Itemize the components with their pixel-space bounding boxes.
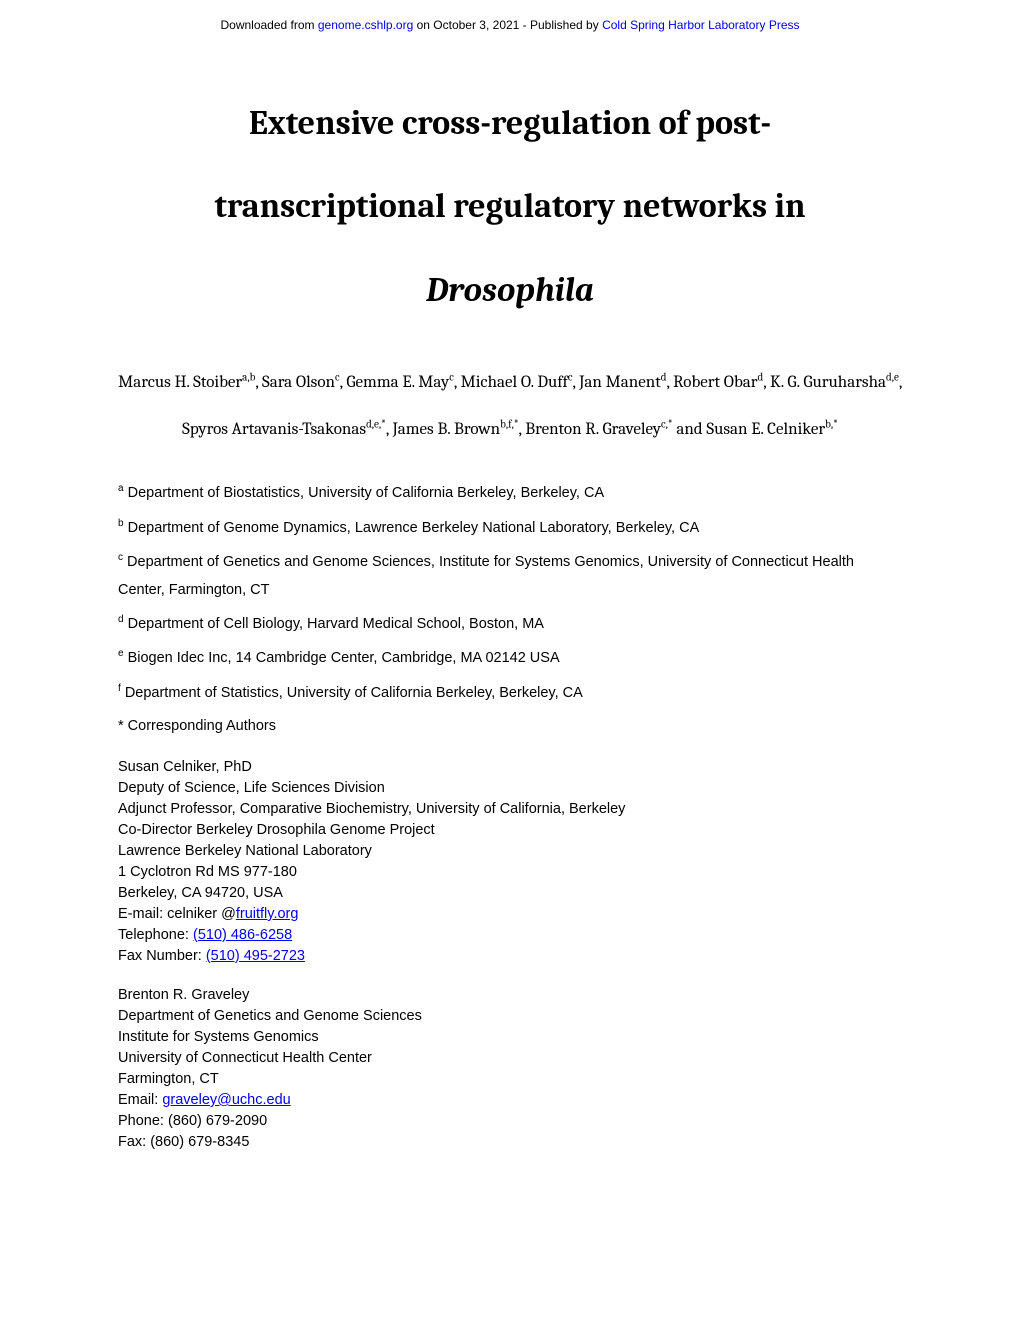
- author-3-sup: c: [449, 370, 454, 383]
- author-6: Robert Obar: [673, 373, 757, 392]
- author-10: Brenton R. Graveley: [525, 420, 661, 439]
- contact-block-2: Brenton R. Graveley Department of Geneti…: [118, 985, 902, 1153]
- author-2: Sara Olson: [262, 373, 335, 392]
- author-4: Michael O. Duff: [461, 373, 568, 392]
- author-8: Spyros Artavanis-Tsakonas: [182, 420, 366, 439]
- author-10-sup: c,*: [661, 417, 673, 430]
- author-11: Susan E. Celniker: [706, 420, 825, 439]
- author-9: James B. Brown: [393, 420, 501, 439]
- author-1: Marcus H. Stoiber: [118, 373, 242, 392]
- author-2-sup: c: [335, 370, 340, 383]
- contact-block-1: Susan Celniker, PhD Deputy of Science, L…: [118, 757, 902, 967]
- genome-link[interactable]: genome.cshlp.org: [318, 18, 413, 32]
- contact2-l2: Institute for Systems Genomics: [118, 1027, 902, 1048]
- title-line-1: Extensive cross-regulation of post-: [118, 82, 902, 165]
- contact1-fax-prefix: Fax Number:: [118, 948, 206, 964]
- contact1-tel-prefix: Telephone:: [118, 927, 193, 943]
- author-4-sup: c: [568, 370, 573, 383]
- author-6-sup: d: [758, 370, 764, 383]
- contact1-l4: Lawrence Berkeley National Laboratory: [118, 841, 902, 862]
- author-and: and: [673, 420, 707, 439]
- contact2-l4: Farmington, CT: [118, 1069, 902, 1090]
- author-8-sup: d,e,*: [366, 417, 386, 430]
- author-11-sup: b,*: [825, 417, 838, 430]
- aff-a: Department of Biostatistics, University …: [128, 485, 605, 501]
- author-5-sup: d: [661, 370, 667, 383]
- aff-d: Department of Cell Biology, Harvard Medi…: [128, 616, 544, 632]
- aff-c: Department of Genetics and Genome Scienc…: [118, 554, 854, 598]
- contact1-l3: Co-Director Berkeley Drosophila Genome P…: [118, 820, 902, 841]
- contact2-phone: Phone: (860) 679-2090: [118, 1111, 902, 1132]
- contact1-l6: Berkeley, CA 94720, USA: [118, 883, 902, 904]
- contact2-l1: Department of Genetics and Genome Scienc…: [118, 1006, 902, 1027]
- author-5: Jan Manent: [579, 373, 660, 392]
- author-list: Marcus H. Stoibera,b, Sara Olsonc, Gemma…: [118, 360, 902, 454]
- aff-f: Department of Statistics, University of …: [125, 685, 583, 701]
- aff-e: Biogen Idec Inc, 14 Cambridge Center, Ca…: [128, 650, 560, 666]
- aff-d-sup: d: [118, 614, 124, 625]
- author-1-sup: a,b: [242, 370, 255, 383]
- title-line-3-italic: Drosophila: [118, 249, 902, 332]
- author-7-sup: d,e: [886, 370, 899, 383]
- contact1-fax-link[interactable]: (510) 495-2723: [206, 948, 305, 964]
- aff-b-sup: b: [118, 518, 124, 529]
- aff-a-sup: a: [118, 483, 124, 494]
- contact1-l1: Deputy of Science, Life Sciences Divisio…: [118, 778, 902, 799]
- contact2-email-link[interactable]: graveley@uchc.edu: [162, 1092, 290, 1108]
- contact1-tel-link[interactable]: (510) 486-6258: [193, 927, 292, 943]
- author-9-sup: b,f,*: [500, 417, 518, 430]
- paper-title: Extensive cross-regulation of post- tran…: [118, 82, 902, 332]
- notice-middle: on October 3, 2021 - Published by: [413, 18, 602, 32]
- author-3: Gemma E. May: [346, 373, 449, 392]
- aff-c-sup: c: [118, 552, 123, 563]
- corresponding-authors: Susan Celniker, PhD Deputy of Science, L…: [118, 757, 902, 1153]
- notice-prefix: Downloaded from: [220, 18, 317, 32]
- author-7: K. G. Guruharsha: [770, 373, 886, 392]
- contact1-email-link[interactable]: fruitfly.org: [236, 906, 299, 922]
- contact2-fax: Fax: (860) 679-8345: [118, 1132, 902, 1153]
- aff-f-sup: f: [118, 683, 121, 694]
- contact1-l5: 1 Cyclotron Rd MS 977-180: [118, 862, 902, 883]
- title-line-2: transcriptional regulatory networks in: [118, 165, 902, 248]
- aff-e-sup: e: [118, 648, 124, 659]
- contact1-email-prefix: E-mail: celniker @: [118, 906, 236, 922]
- download-notice: Downloaded from genome.cshlp.org on Octo…: [118, 18, 902, 32]
- corresponding-label: * Corresponding Authors: [118, 713, 902, 741]
- contact1-name: Susan Celniker, PhD: [118, 757, 902, 778]
- contact2-l3: University of Connecticut Health Center: [118, 1048, 902, 1069]
- contact1-l2: Adjunct Professor, Comparative Biochemis…: [118, 799, 902, 820]
- affiliations-block: a Department of Biostatistics, Universit…: [118, 479, 902, 740]
- publisher-link[interactable]: Cold Spring Harbor Laboratory Press: [602, 18, 799, 32]
- contact2-name: Brenton R. Graveley: [118, 985, 902, 1006]
- contact2-email-prefix: Email:: [118, 1092, 162, 1108]
- aff-b: Department of Genome Dynamics, Lawrence …: [128, 520, 700, 536]
